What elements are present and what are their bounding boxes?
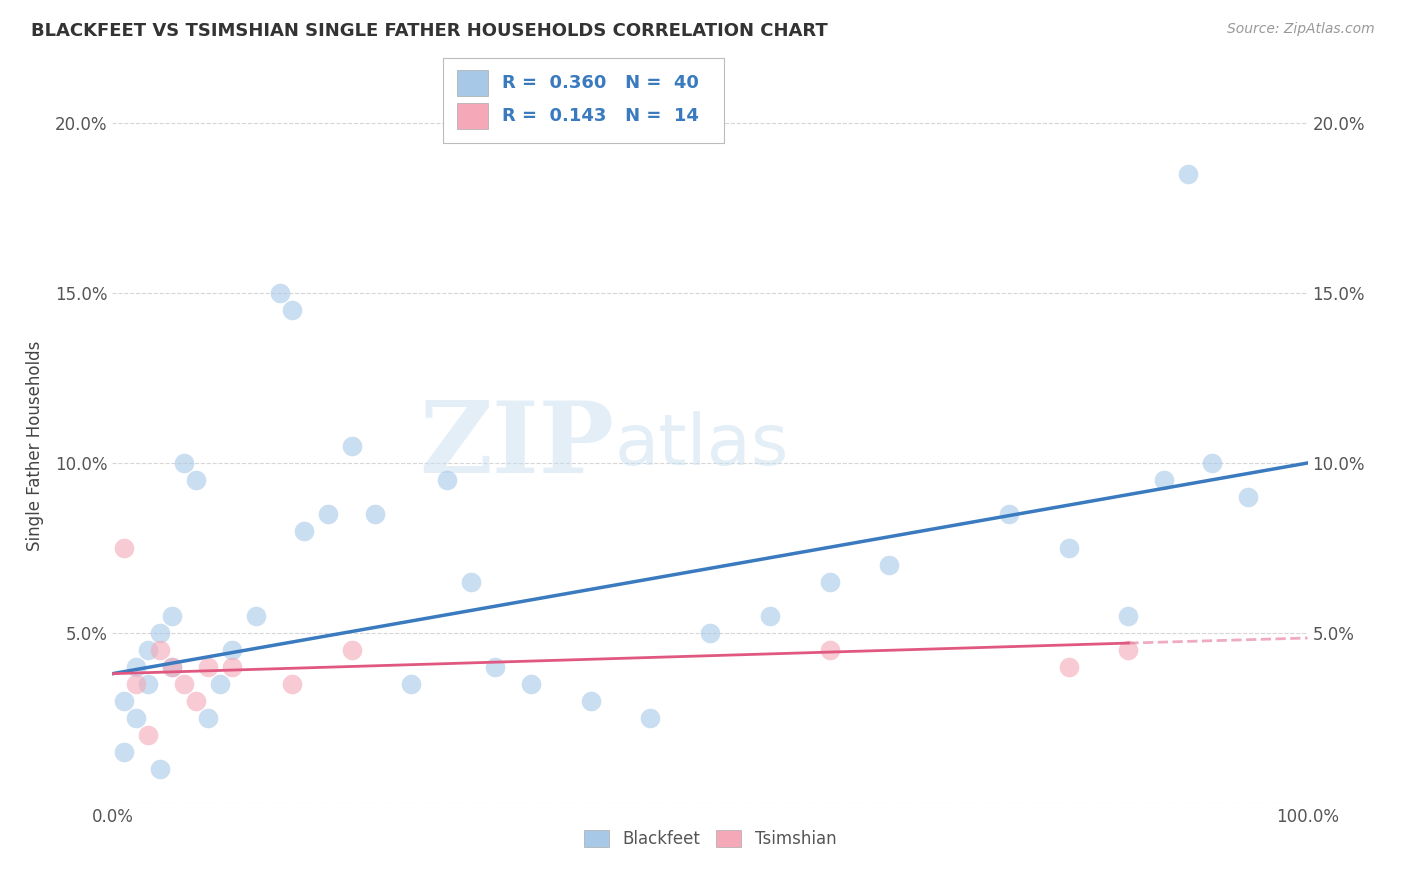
Point xyxy=(221,643,243,657)
Point xyxy=(818,574,841,589)
Point xyxy=(162,608,183,623)
Point xyxy=(114,694,135,708)
Point xyxy=(125,677,148,691)
Point xyxy=(173,456,195,470)
Point xyxy=(364,507,387,521)
Point xyxy=(340,439,363,453)
Point xyxy=(1153,473,1175,487)
Point xyxy=(125,660,148,674)
Point xyxy=(1237,490,1260,504)
Text: atlas: atlas xyxy=(614,411,789,481)
Point xyxy=(340,643,363,657)
Point xyxy=(245,608,267,623)
Point xyxy=(759,608,782,623)
Point xyxy=(209,677,232,691)
Point xyxy=(138,728,160,742)
Point xyxy=(879,558,901,572)
Point xyxy=(1118,643,1140,657)
Point xyxy=(1177,167,1199,181)
Point xyxy=(114,541,135,555)
Point xyxy=(114,745,135,759)
Point xyxy=(138,677,160,691)
Point xyxy=(1057,660,1080,674)
Point xyxy=(292,524,315,538)
Point xyxy=(1201,456,1223,470)
Point xyxy=(149,643,172,657)
Point xyxy=(316,507,339,521)
Point xyxy=(520,677,543,691)
Point xyxy=(186,473,208,487)
Point xyxy=(699,626,721,640)
Point xyxy=(460,574,482,589)
Point xyxy=(281,303,304,318)
Text: Source: ZipAtlas.com: Source: ZipAtlas.com xyxy=(1227,22,1375,37)
Point xyxy=(281,677,304,691)
Point xyxy=(186,694,208,708)
Text: ZIP: ZIP xyxy=(419,398,614,494)
Point xyxy=(221,660,243,674)
Point xyxy=(125,711,148,725)
Text: R =  0.360   N =  40: R = 0.360 N = 40 xyxy=(502,74,699,92)
Point xyxy=(484,660,506,674)
Point xyxy=(436,473,458,487)
Legend: Blackfeet, Tsimshian: Blackfeet, Tsimshian xyxy=(576,823,844,855)
Point xyxy=(1057,541,1080,555)
Point xyxy=(197,660,219,674)
Point xyxy=(138,643,160,657)
Text: BLACKFEET VS TSIMSHIAN SINGLE FATHER HOUSEHOLDS CORRELATION CHART: BLACKFEET VS TSIMSHIAN SINGLE FATHER HOU… xyxy=(31,22,828,40)
Point xyxy=(640,711,662,725)
Y-axis label: Single Father Households: Single Father Households xyxy=(25,341,44,551)
Point xyxy=(401,677,423,691)
Point xyxy=(998,507,1021,521)
Text: R =  0.143   N =  14: R = 0.143 N = 14 xyxy=(502,107,699,125)
Point xyxy=(162,660,183,674)
Point xyxy=(1118,608,1140,623)
Point xyxy=(579,694,602,708)
Point xyxy=(818,643,841,657)
Point xyxy=(173,677,195,691)
Point xyxy=(149,762,172,776)
Point xyxy=(162,660,183,674)
Point xyxy=(149,626,172,640)
Point xyxy=(269,286,291,301)
Point xyxy=(197,711,219,725)
